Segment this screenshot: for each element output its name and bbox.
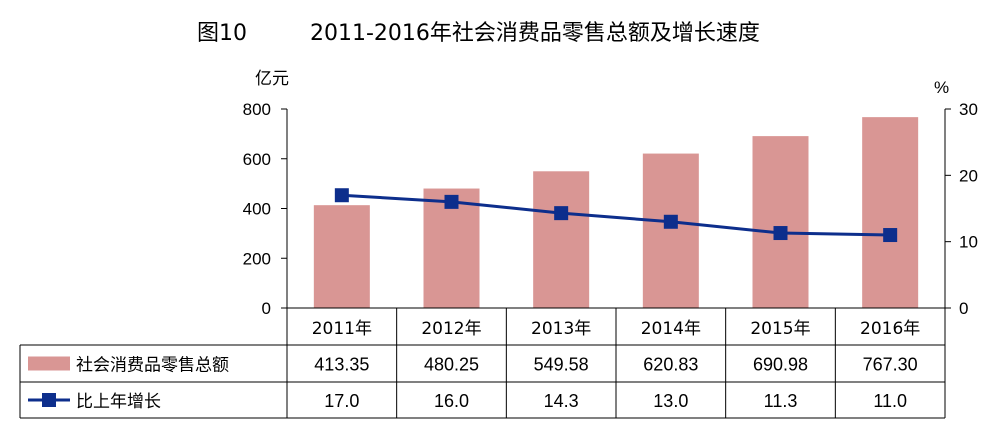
growth-point-0	[334, 188, 349, 203]
plot-area: 0 200 400 600 800 0 10 20 30	[243, 100, 978, 418]
growth-point-3	[663, 214, 678, 229]
growth-value-cell-4: 11.3	[764, 391, 798, 411]
retail-value-cell-4: 690.98	[753, 355, 808, 375]
bar-3	[642, 153, 699, 308]
growth-point-1	[444, 194, 459, 209]
right-tick-label-1: 10	[959, 233, 978, 252]
left-tick-label-3: 600	[243, 150, 271, 169]
legend-label-retail: 社会消费品零售总额	[76, 356, 229, 376]
retail-value-cell-0: 413.35	[314, 355, 369, 375]
bar-0	[313, 205, 370, 308]
data-table: 2011年 2012年 2013年 2014年 2015年 2016年社会消费品零售总额 4…	[19, 307, 946, 419]
growth-point-2	[554, 206, 569, 221]
bar-4	[752, 136, 809, 308]
retail-value-cell-2: 549.58	[534, 355, 589, 375]
right-tick-label-0: 0	[959, 299, 968, 318]
legend-marker-growth	[42, 393, 56, 407]
category-label-2: 2013年	[531, 319, 591, 339]
growth-value-cell-3: 13.0	[653, 391, 688, 411]
left-tick-label-0: 0	[262, 299, 271, 318]
bar-2	[533, 171, 590, 308]
right-axis-unit: %	[934, 78, 949, 97]
retail-value-cell-5: 767.30	[863, 355, 918, 375]
category-label-1: 2012年	[421, 319, 481, 339]
chart-title: 2011-2016年社会消费品零售总额及增长速度	[310, 21, 760, 46]
retail-value-cell-1: 480.25	[424, 355, 479, 375]
retail-value-cell-3: 620.83	[643, 355, 698, 375]
figure-number: 图10	[197, 21, 247, 46]
right-tick-label-3: 30	[959, 100, 978, 119]
left-tick-label-4: 800	[243, 100, 271, 119]
legend-swatch-retail	[28, 356, 70, 371]
growth-value-cell-2: 14.3	[544, 391, 579, 411]
right-tick-label-2: 20	[959, 166, 978, 185]
category-label-5: 2016年	[860, 319, 920, 339]
category-label-0: 2011年	[312, 319, 372, 339]
legend-label-growth: 比上年增长	[76, 392, 161, 412]
growth-value-cell-1: 16.0	[434, 391, 469, 411]
left-tick-label-1: 200	[243, 249, 271, 268]
growth-line	[341, 193, 891, 237]
left-tick-label-2: 400	[243, 200, 271, 219]
left-axis-unit: 亿元	[255, 69, 289, 88]
bar-5	[862, 117, 919, 308]
growth-value-cell-5: 11.0	[873, 391, 907, 411]
growth-value-cell-0: 17.0	[324, 391, 359, 411]
category-label-4: 2015年	[750, 319, 810, 339]
growth-point-4	[773, 226, 788, 241]
category-label-3: 2014年	[641, 319, 701, 339]
growth-point-5	[883, 228, 898, 243]
